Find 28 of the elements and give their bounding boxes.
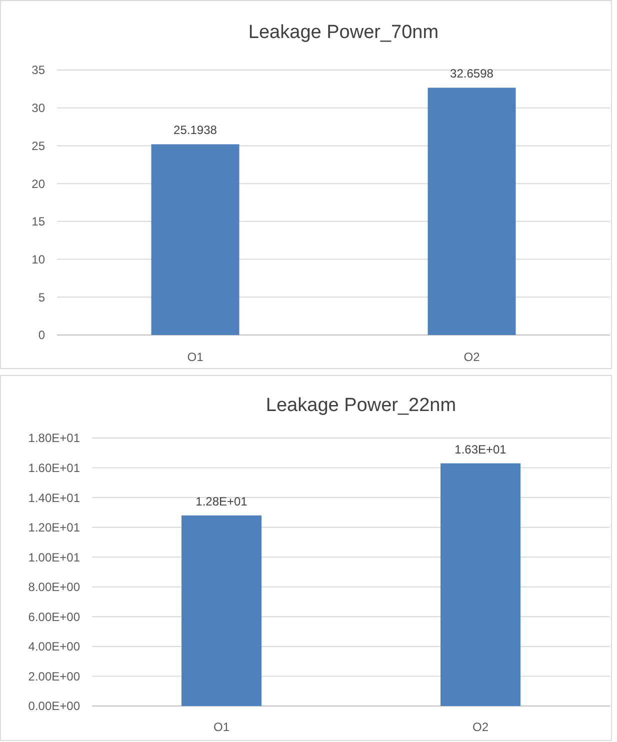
data-label: 1.28E+01 bbox=[196, 494, 248, 508]
x-tick-label: O2 bbox=[472, 720, 489, 734]
y-tick-label: 35 bbox=[32, 63, 46, 78]
y-tick-label: 30 bbox=[32, 101, 46, 116]
data-label: 32.6598 bbox=[450, 66, 494, 81]
data-label: 25.1938 bbox=[174, 123, 218, 138]
y-tick-label: 0.00E+00 bbox=[28, 699, 80, 714]
y-tick-label: 1.00E+01 bbox=[28, 550, 80, 564]
chart-title: Leakage Power_22nm bbox=[266, 395, 456, 416]
y-tick-label: 25 bbox=[32, 138, 46, 153]
y-tick-label: 0 bbox=[38, 328, 46, 342]
data-label: 1.63E+01 bbox=[454, 442, 507, 456]
y-tick-label: 4.00E+00 bbox=[28, 640, 80, 654]
x-tick-label: O1 bbox=[187, 350, 204, 364]
y-tick-label: 1.80E+01 bbox=[28, 431, 80, 446]
y-tick-label: 20 bbox=[32, 176, 46, 191]
x-tick-label: O2 bbox=[464, 350, 480, 364]
chart-title: Leakage Power_70nm bbox=[248, 22, 439, 43]
y-tick-label: 8.00E+00 bbox=[28, 580, 80, 594]
y-tick-label: 5 bbox=[38, 290, 46, 304]
y-tick-label: 15 bbox=[32, 214, 46, 229]
y-tick-label: 1.20E+01 bbox=[28, 520, 80, 535]
y-tick-label: 1.40E+01 bbox=[28, 490, 80, 505]
x-tick-label: O1 bbox=[213, 720, 230, 734]
y-tick-label: 10 bbox=[32, 252, 46, 266]
y-tick-label: 2.00E+00 bbox=[28, 669, 80, 684]
y-tick-label: 6.00E+00 bbox=[28, 610, 80, 624]
y-tick-label: 1.60E+01 bbox=[28, 460, 80, 475]
